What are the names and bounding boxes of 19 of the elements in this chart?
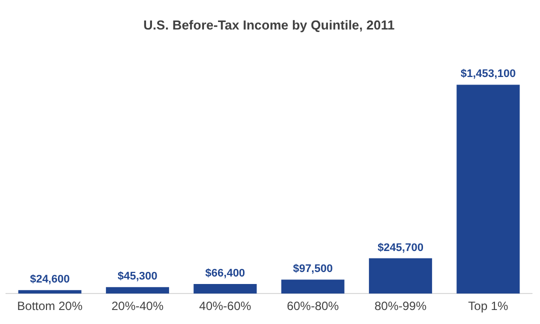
- data-label: $97,500: [292, 263, 333, 276]
- x-tick-label: 80%-99%: [374, 299, 427, 314]
- bar: [281, 280, 344, 294]
- bar: [106, 287, 170, 294]
- x-tick-label: 40%-60%: [199, 299, 252, 314]
- x-tick-label: 20%-40%: [111, 299, 164, 314]
- x-tick-label: 60%-80%: [286, 299, 340, 314]
- data-label: $66,400: [205, 268, 246, 280]
- data-label: $45,300: [118, 270, 158, 283]
- bar: [18, 290, 82, 294]
- bar: [368, 258, 432, 294]
- x-tick-label: Bottom 20%: [17, 299, 83, 314]
- data-label: $24,600: [30, 274, 70, 286]
- data-label: $245,700: [378, 242, 424, 254]
- bar: [456, 84, 520, 294]
- chart-title: U.S. Before-Tax Income by Quintile, 2011: [143, 17, 395, 32]
- x-tick-label: Top 1%: [468, 299, 509, 314]
- data-label: $1,453,100: [460, 68, 516, 80]
- bar: [194, 284, 257, 294]
